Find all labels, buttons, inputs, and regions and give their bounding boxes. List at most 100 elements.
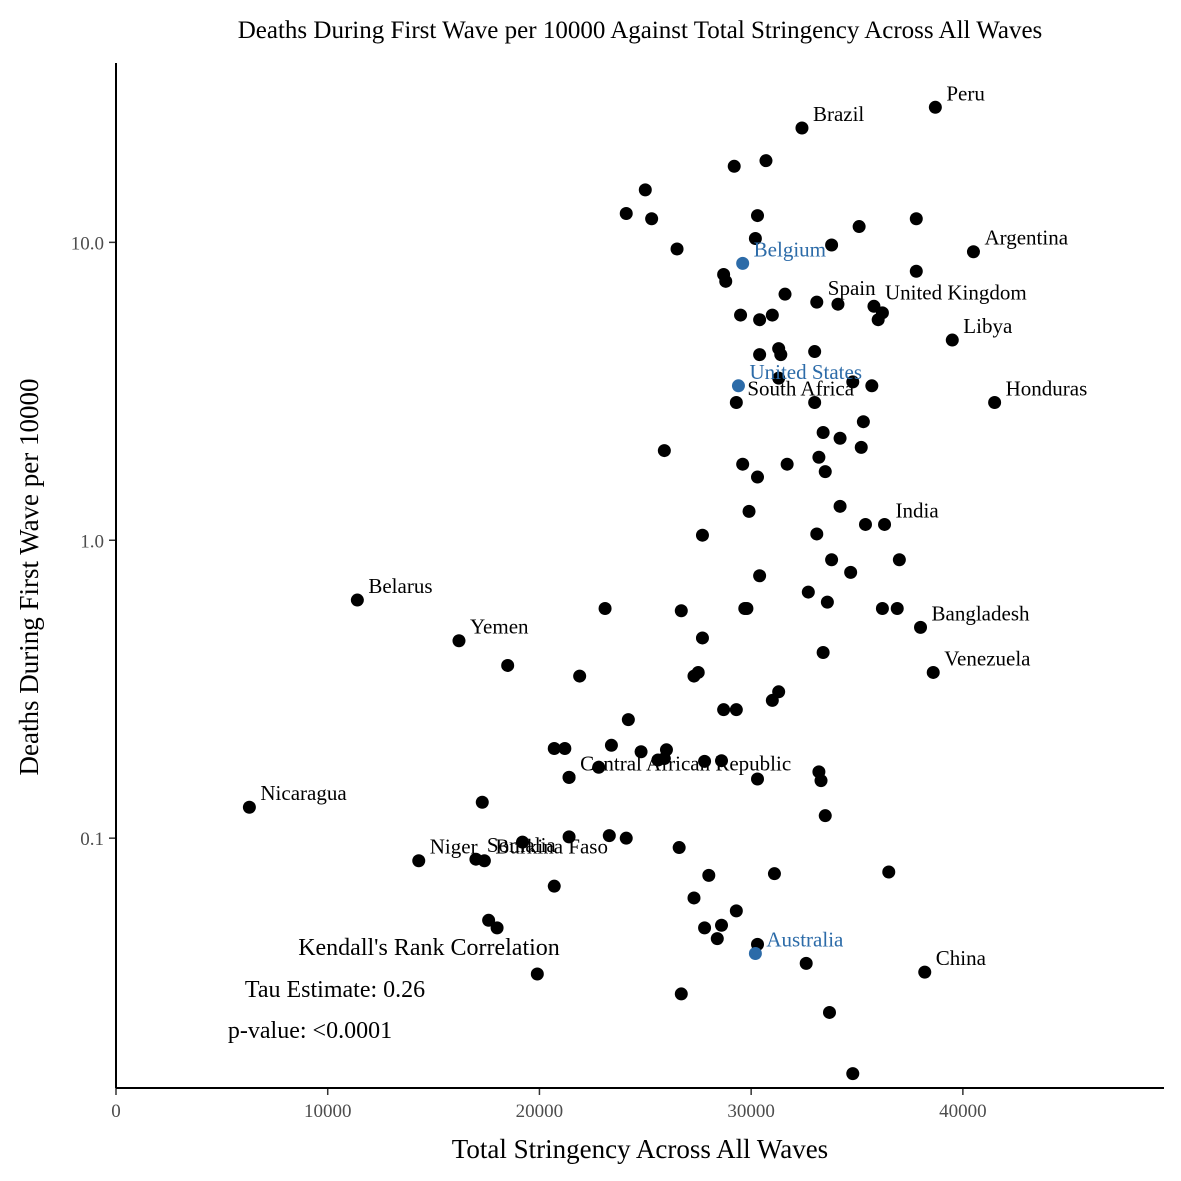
data-point	[715, 754, 729, 768]
data-point	[801, 585, 815, 599]
x-tick-label: 20000	[516, 1101, 564, 1122]
y-tick-label: 10.0	[71, 233, 104, 254]
point-label: Argentina	[984, 226, 1068, 250]
data-point	[818, 465, 832, 479]
point-label: Yemen	[470, 615, 529, 639]
point-label: India	[896, 498, 940, 522]
data-point	[816, 645, 830, 659]
labeled-data-point	[452, 634, 466, 648]
point-label: United Kingdom	[885, 280, 1027, 304]
data-point	[833, 431, 847, 445]
labeled-data-point	[562, 770, 576, 784]
data-point	[702, 868, 716, 882]
labeled-data-point	[988, 396, 1002, 410]
point-label: Somalia	[487, 833, 557, 857]
data-point	[687, 891, 701, 905]
data-point	[825, 238, 839, 252]
data-point	[638, 183, 652, 197]
data-point	[695, 528, 709, 542]
data-point	[780, 457, 794, 471]
point-label: Burkina Faso	[495, 835, 608, 859]
point-label: South Africa	[747, 377, 854, 401]
data-points	[242, 100, 1002, 1081]
data-point	[753, 569, 767, 583]
data-point	[482, 913, 496, 927]
point-label: Venezuela	[944, 646, 1031, 670]
data-point	[475, 795, 489, 809]
data-point	[734, 308, 748, 322]
data-point	[710, 932, 724, 946]
data-point	[736, 457, 750, 471]
data-point	[772, 371, 786, 385]
point-label: Niger	[430, 835, 478, 859]
point-label: Honduras	[1006, 377, 1088, 401]
labeled-data-point	[731, 379, 745, 393]
data-point	[858, 517, 872, 531]
data-point	[619, 831, 633, 845]
labeled-data-point	[867, 299, 881, 313]
x-tick-label: 10000	[304, 1101, 352, 1122]
labeled-data-point	[918, 965, 932, 979]
data-point	[729, 703, 743, 717]
data-point	[812, 450, 826, 464]
data-point	[547, 741, 561, 755]
data-point	[698, 754, 712, 768]
labeled-data-point	[350, 593, 364, 607]
data-point	[854, 440, 868, 454]
data-point	[598, 602, 612, 616]
data-point	[844, 565, 858, 579]
data-point	[490, 921, 504, 935]
point-label: Central African Republic	[580, 751, 791, 775]
labeled-data-point	[736, 256, 750, 270]
y-axis-title: Deaths During First Wave per 10000	[14, 378, 44, 775]
labeled-data-point	[412, 854, 426, 868]
data-point	[759, 154, 773, 168]
annotation-method: Kendall's Rank Correlation	[298, 935, 560, 961]
labeled-data-point	[748, 947, 762, 961]
data-point	[691, 665, 705, 679]
data-point	[882, 865, 896, 879]
x-tick-label: 0	[111, 1101, 121, 1122]
labeled-data-point	[795, 121, 809, 135]
data-point	[657, 752, 671, 766]
data-point	[602, 829, 616, 843]
point-label: Brazil	[813, 102, 864, 126]
annotation-pvalue: p-value: <0.0001	[228, 1018, 392, 1044]
data-point	[695, 631, 709, 645]
data-point	[846, 375, 860, 389]
data-point	[820, 595, 834, 609]
data-point	[717, 703, 731, 717]
data-point	[698, 921, 712, 935]
data-point	[890, 602, 904, 616]
labeled-data-point	[477, 854, 491, 868]
data-point	[753, 348, 767, 362]
labeled-data-point	[945, 333, 959, 347]
labeled-data-point	[914, 620, 928, 634]
point-label: United States	[749, 360, 862, 384]
data-point	[774, 348, 788, 362]
data-point	[657, 444, 671, 458]
point-label: Australia	[766, 928, 844, 952]
data-point	[634, 745, 648, 759]
data-point	[875, 602, 889, 616]
data-point	[558, 741, 572, 755]
point-label: Belarus	[368, 574, 432, 598]
data-point	[547, 879, 561, 893]
labeled-data-point	[242, 800, 256, 814]
data-point	[799, 956, 813, 970]
labeled-data-point	[878, 517, 892, 531]
data-point	[767, 867, 781, 881]
data-point	[831, 297, 845, 311]
data-point	[715, 918, 729, 932]
data-point	[742, 504, 756, 518]
data-point	[515, 835, 529, 849]
point-label: Bangladesh	[932, 601, 1030, 625]
data-point	[909, 212, 923, 226]
data-point	[751, 470, 765, 484]
labeled-data-point	[966, 245, 980, 259]
data-point	[814, 774, 828, 788]
x-tick-label: 40000	[939, 1101, 987, 1122]
point-label: Peru	[946, 81, 985, 105]
